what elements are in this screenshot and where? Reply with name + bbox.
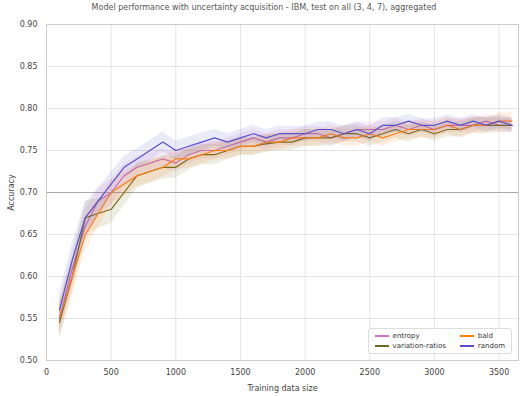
svg-text:3500: 3500: [489, 368, 509, 377]
svg-text:0.55: 0.55: [20, 314, 38, 323]
html-text:bald: bald: [477, 332, 493, 340]
html-text:Model performance with uncerta: Model performance with uncertainty acqui…: [91, 3, 437, 12]
svg-text:0.65: 0.65: [20, 230, 38, 239]
svg-text:1500: 1500: [230, 368, 250, 377]
svg-text:1000: 1000: [166, 368, 186, 377]
svg-text:Accuracy: Accuracy: [7, 174, 16, 211]
svg-text:0.75: 0.75: [20, 146, 38, 155]
svg-text:2000: 2000: [295, 368, 315, 377]
html-text:entropy: entropy: [392, 332, 420, 340]
svg-text:0.60: 0.60: [20, 272, 38, 281]
html-text:random: random: [477, 342, 505, 350]
html-text:variation-ratios: variation-ratios: [392, 342, 446, 350]
svg-text:0.70: 0.70: [20, 188, 38, 197]
svg-text:500: 500: [104, 368, 119, 377]
svg-text:0.90: 0.90: [20, 20, 38, 29]
svg-text:0.50: 0.50: [20, 356, 38, 365]
svg-text:0.80: 0.80: [20, 104, 38, 113]
svg-text:3000: 3000: [424, 368, 444, 377]
svg-text:2500: 2500: [360, 368, 380, 377]
svg-text:0.85: 0.85: [20, 62, 38, 71]
svg-text:0: 0: [44, 368, 49, 377]
svg-text:Training data size: Training data size: [246, 384, 317, 393]
